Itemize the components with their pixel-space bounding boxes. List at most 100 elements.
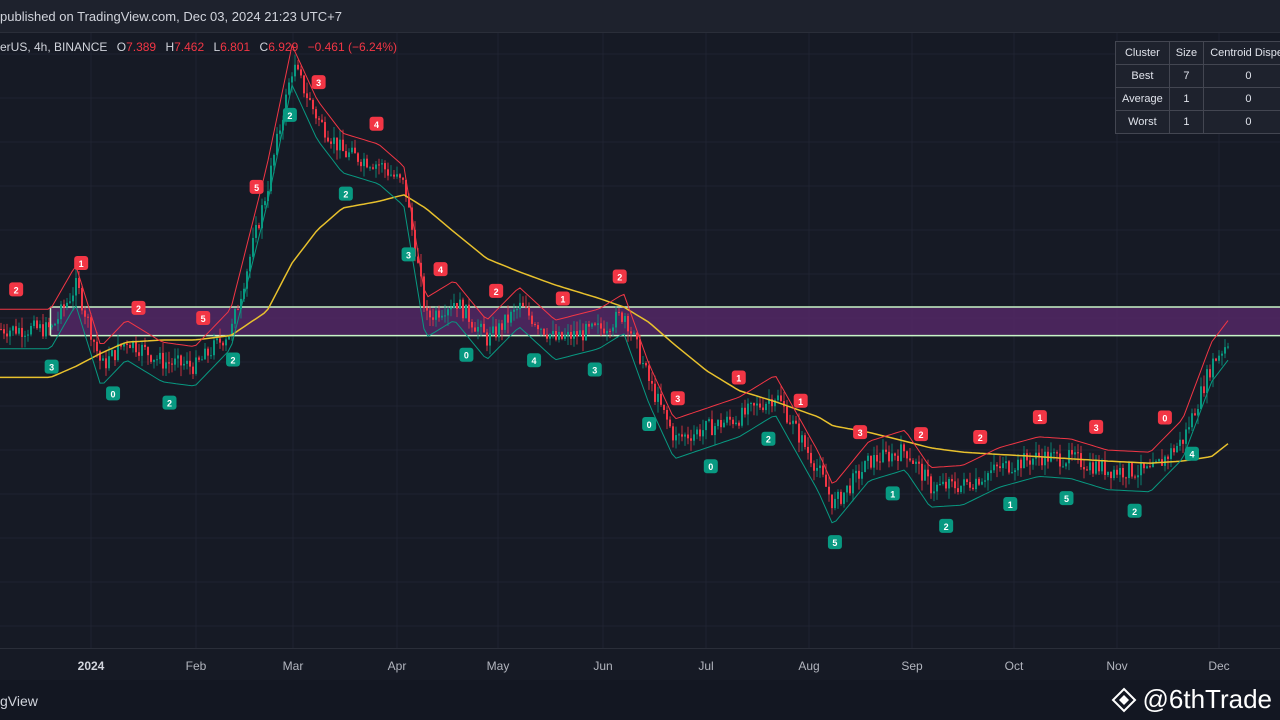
- candle-body: [708, 419, 710, 421]
- candle-body: [330, 141, 332, 144]
- candle-body: [276, 133, 278, 155]
- candle-body: [1110, 471, 1112, 479]
- candle-body: [18, 327, 20, 334]
- svg-text:4: 4: [438, 265, 443, 275]
- x-tick-label: Nov: [1106, 659, 1128, 673]
- candle-body: [390, 174, 392, 176]
- candle-body: [381, 163, 383, 165]
- candle-body: [39, 324, 41, 329]
- low-value: 6.801: [220, 40, 251, 54]
- candle-body: [1182, 439, 1184, 444]
- candle-body: [1176, 445, 1178, 453]
- symbol-legend: erUS, 4h, BINANCE O7.389 H7.462 L6.801 C…: [0, 40, 397, 54]
- x-tick-label: Aug: [798, 659, 820, 673]
- candle-body: [468, 304, 470, 322]
- candle-body: [300, 69, 302, 76]
- candle-body: [1191, 413, 1193, 428]
- bull-cluster-marker: 0: [106, 386, 121, 401]
- candle-body: [942, 481, 944, 484]
- candle-body: [36, 320, 38, 329]
- candle-body: [813, 463, 815, 471]
- candle-body: [243, 288, 245, 299]
- candle-body: [954, 481, 956, 489]
- candle-body: [498, 323, 500, 338]
- candle-body: [285, 94, 287, 120]
- candle-body: [588, 323, 590, 327]
- candle-body: [885, 449, 887, 452]
- candle-body: [741, 407, 743, 426]
- bear-cluster-marker: 3: [853, 425, 868, 440]
- svg-text:1: 1: [798, 397, 803, 407]
- candle-body: [627, 316, 629, 332]
- candle-body: [183, 363, 185, 366]
- svg-text:0: 0: [111, 389, 116, 399]
- candle-body: [612, 327, 614, 332]
- candle-body: [531, 315, 533, 324]
- cluster-name: Average: [1115, 87, 1170, 111]
- candle-body: [693, 434, 695, 441]
- candle-body: [375, 164, 377, 169]
- author-handle: @6thTrade: [1111, 684, 1273, 715]
- svg-text:1: 1: [736, 374, 741, 384]
- candle-body: [1023, 453, 1025, 469]
- header-size: Size: [1168, 41, 1205, 65]
- time-axis[interactable]: 2024 Feb Mar Apr May Jun Jul Aug Sep Oct…: [0, 648, 1280, 681]
- candle-body: [1125, 477, 1127, 479]
- candle-body: [435, 310, 437, 320]
- candle-body: [837, 491, 839, 499]
- candle-body: [888, 451, 890, 462]
- candle-body: [963, 479, 965, 486]
- bull-cluster-marker: 2: [282, 107, 297, 122]
- high-value: 7.462: [174, 40, 205, 54]
- candle-body: [60, 304, 62, 320]
- candle-body: [87, 316, 89, 318]
- candle-body: [1227, 346, 1229, 348]
- candle-body: [594, 323, 596, 325]
- candle-body: [372, 167, 374, 169]
- svg-text:2: 2: [231, 355, 236, 365]
- candle-body: [987, 473, 989, 481]
- candle-body: [453, 303, 455, 308]
- candle-body: [1086, 469, 1088, 471]
- candle-body: [441, 315, 443, 318]
- trend-lines: [0, 43, 1229, 524]
- svg-text:0: 0: [647, 420, 652, 430]
- candle-body: [678, 434, 680, 436]
- handle-text: @6thTrade: [1142, 684, 1273, 714]
- candle-body: [537, 325, 539, 330]
- candle-body: [1083, 467, 1085, 470]
- candle-body: [576, 331, 578, 337]
- candle-body: [159, 352, 161, 360]
- candle-body: [1116, 469, 1118, 475]
- bear-cluster-marker: 2: [913, 427, 928, 442]
- candle-body: [1224, 347, 1226, 354]
- candle-body: [945, 481, 947, 489]
- candle-body: [282, 119, 284, 131]
- candle-body: [141, 344, 143, 356]
- bear-cluster-marker: 1: [731, 370, 746, 385]
- svg-text:4: 4: [1189, 450, 1194, 460]
- candle-body: [348, 152, 350, 158]
- candle-body: [33, 320, 35, 326]
- candle-body: [186, 360, 188, 364]
- low-label: L: [213, 40, 221, 54]
- candle-body: [480, 323, 482, 327]
- candle-body: [465, 304, 467, 319]
- candle-body: [975, 478, 977, 490]
- publish-header: published on TradingView.com, Dec 03, 20…: [0, 0, 1280, 33]
- candle-body: [1140, 462, 1142, 476]
- candle-body: [213, 340, 215, 356]
- svg-text:1: 1: [79, 259, 84, 269]
- svg-text:3: 3: [49, 363, 54, 373]
- candle-body: [552, 331, 554, 335]
- candle-body: [312, 99, 314, 110]
- candle-body: [621, 312, 623, 322]
- candle-body: [816, 467, 818, 471]
- candle-body: [633, 332, 635, 334]
- candle-body: [1038, 452, 1040, 458]
- candle-body: [423, 276, 425, 308]
- candle-body: [564, 335, 566, 339]
- candle-body: [663, 404, 665, 410]
- candle-body: [1074, 452, 1076, 455]
